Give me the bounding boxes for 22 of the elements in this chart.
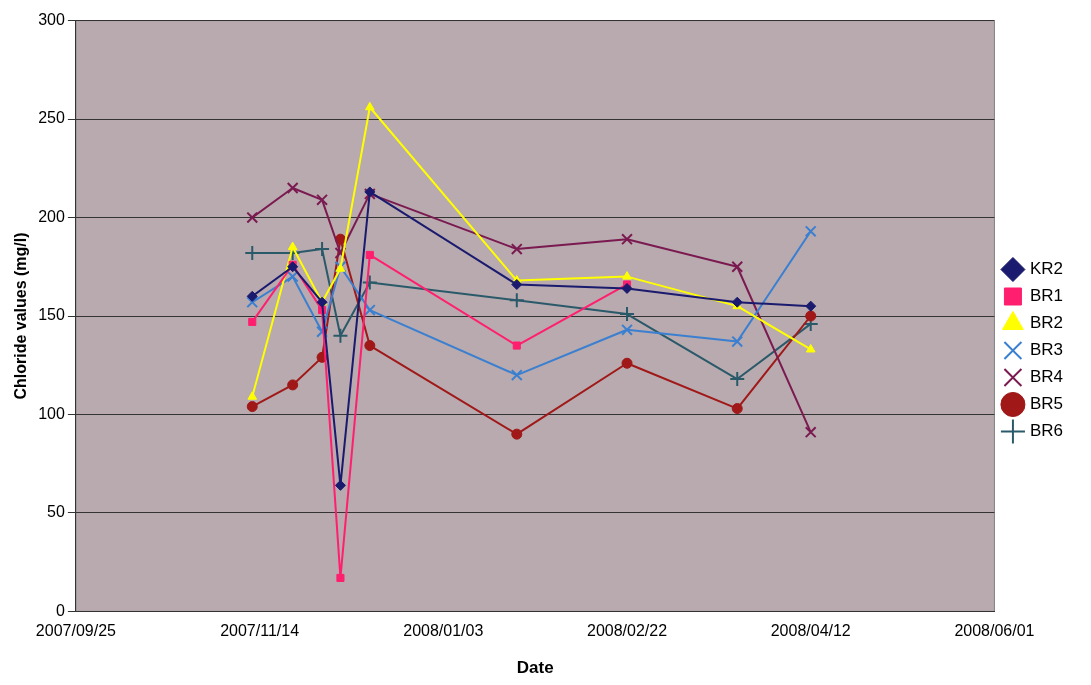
y-tick-label: 250: [38, 109, 65, 127]
y-tick-label: 50: [47, 503, 65, 521]
x-tick-label: 2008/04/12: [770, 622, 851, 640]
legend-label: KR2: [1029, 259, 1064, 279]
legend-label: BR6: [1029, 421, 1064, 441]
legend-label: BR4: [1029, 367, 1064, 387]
y-axis-title: Chloride values (mg/l): [12, 232, 30, 400]
legend-label: BR5: [1029, 394, 1064, 414]
y-tick-label: 300: [38, 11, 65, 29]
x-axis-title: Date: [516, 658, 554, 678]
x-tick-label: 2008/06/01: [954, 622, 1035, 640]
y-tick-label: 0: [55, 601, 65, 619]
x-tick-label: 2008/02/22: [586, 622, 668, 640]
x-tick-label: 2008/01/03: [403, 622, 484, 640]
legend-label: BR1: [1029, 286, 1064, 306]
legend-label: BR2: [1029, 313, 1064, 333]
x-tick-label: 2007/11/14: [220, 622, 300, 640]
y-tick-label: 200: [38, 207, 65, 225]
y-tick-label: 150: [38, 306, 65, 324]
y-tick-label: 100: [38, 404, 65, 422]
legend-label: BR3: [1029, 340, 1064, 360]
x-tick-label: 2007/09/25: [35, 622, 117, 640]
